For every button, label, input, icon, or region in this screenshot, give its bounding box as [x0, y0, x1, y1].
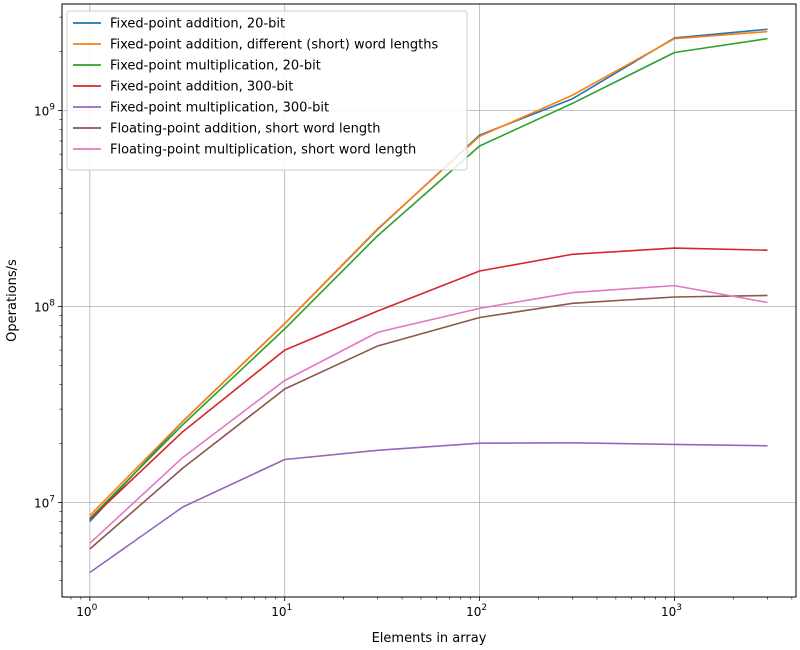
series-line-4 — [89, 247, 768, 521]
legend-label: Fixed-point multiplication, 20-bit — [110, 59, 321, 74]
y-tick-label: 109 — [34, 103, 55, 119]
x-tick-label: 102 — [466, 603, 487, 619]
y-axis-label: Operations/s — [5, 259, 20, 342]
series-line-2 — [89, 30, 768, 517]
plot-frame — [61, 3, 797, 598]
x-tick-label: 100 — [76, 603, 97, 619]
legend-label: Floating-point addition, short word leng… — [110, 122, 381, 137]
series-lines — [89, 28, 768, 574]
y-tick-label: 108 — [34, 299, 55, 315]
x-axis-label: Elements in array — [372, 631, 487, 646]
series-line-7 — [89, 284, 768, 544]
x-tick-label: 101 — [271, 603, 292, 619]
legend-label: Fixed-point addition, different (short) … — [110, 38, 438, 53]
legend-label: Fixed-point addition, 300-bit — [110, 80, 293, 95]
legend-label: Floating-point multiplication, short wor… — [110, 143, 416, 158]
x-tick-label: 103 — [661, 603, 682, 619]
tick-labels: 100 101 102 103 107 108 109 — [34, 103, 682, 619]
series-line-5 — [89, 441, 768, 574]
major-ticks — [58, 110, 675, 601]
series-line-3 — [89, 37, 768, 520]
series-line-6 — [89, 294, 768, 550]
legend-box — [66, 10, 468, 171]
legend-label: Fixed-point multiplication, 300-bit — [110, 101, 329, 116]
y-tick-label: 107 — [34, 495, 55, 511]
legend: Fixed-point addition, 20-bit Fixed-point … — [66, 10, 468, 171]
legend-label: Fixed-point addition, 20-bit — [110, 17, 285, 32]
